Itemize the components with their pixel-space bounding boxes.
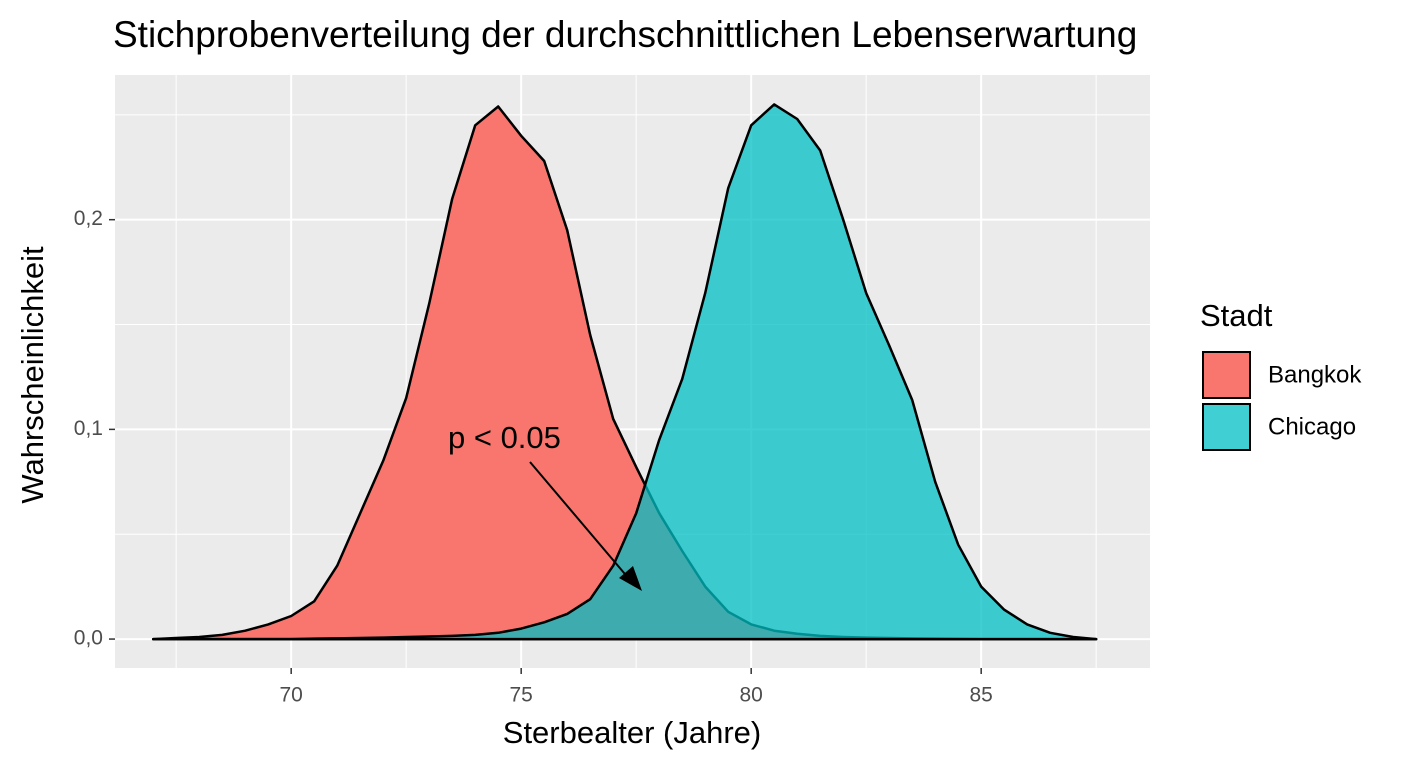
annotation-arrowhead xyxy=(619,566,642,591)
y-tick-label: 0,2 xyxy=(74,207,103,230)
annotation-arrow xyxy=(529,461,631,581)
legend-key xyxy=(1202,351,1251,399)
x-tick-label: 85 xyxy=(970,684,993,707)
legend-title: Stadt xyxy=(1200,298,1273,333)
legend-label: Chicago xyxy=(1268,413,1356,440)
x-tick-label: 80 xyxy=(740,684,763,707)
y-tick-label: 0,0 xyxy=(74,627,103,650)
x-axis-title: Sterbealter (Jahre) xyxy=(503,715,761,750)
chart-title: Stichprobenverteilung der durchschnittli… xyxy=(113,14,1137,55)
y-axis-title: Wahrscheinlichkeit xyxy=(15,246,50,504)
annotation: p < 0.05 xyxy=(448,420,561,455)
legend-label: Bangkok xyxy=(1268,361,1362,388)
legend-key xyxy=(1202,403,1251,451)
x-tick-label: 70 xyxy=(280,684,303,707)
y-tick-label: 0,1 xyxy=(74,417,103,440)
density-area xyxy=(151,103,1098,641)
x-tick-label: 75 xyxy=(510,684,533,707)
